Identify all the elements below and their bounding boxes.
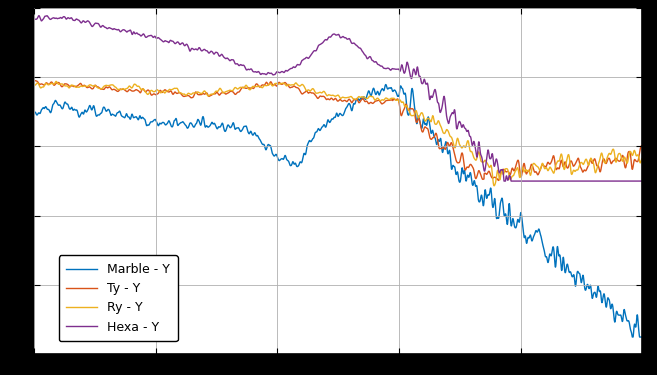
- Hexa - Y: [101, 25, 108, 30]
- Marble - Y: [290, 162, 298, 166]
- Ry - Y: [561, 164, 569, 169]
- Line: Ry - Y: Ry - Y: [35, 81, 643, 186]
- Marble - Y: [628, 335, 636, 339]
- Marble - Y: [32, 110, 39, 115]
- Marble - Y: [561, 270, 569, 275]
- Ry - Y: [639, 156, 646, 160]
- Hexa - Y: [137, 34, 145, 38]
- Ry - Y: [53, 79, 60, 84]
- Marble - Y: [264, 142, 272, 147]
- Ty - Y: [137, 90, 145, 95]
- Ty - Y: [101, 87, 108, 91]
- Hexa - Y: [32, 17, 39, 21]
- Ry - Y: [101, 84, 108, 88]
- Marble - Y: [382, 82, 390, 87]
- Hexa - Y: [290, 65, 298, 70]
- Ry - Y: [290, 82, 298, 86]
- Ry - Y: [264, 83, 272, 87]
- Ty - Y: [495, 178, 503, 183]
- Line: Hexa - Y: Hexa - Y: [35, 16, 643, 181]
- Ty - Y: [290, 84, 298, 88]
- Ty - Y: [264, 82, 272, 87]
- Legend: Marble - Y, Ty - Y, Ry - Y, Hexa - Y: Marble - Y, Ty - Y, Ry - Y, Hexa - Y: [58, 255, 178, 341]
- Line: Ty - Y: Ty - Y: [35, 81, 643, 180]
- Ty - Y: [561, 160, 569, 164]
- Hexa - Y: [264, 70, 272, 75]
- Marble - Y: [639, 335, 646, 339]
- Ry - Y: [32, 82, 39, 87]
- Line: Marble - Y: Marble - Y: [35, 84, 643, 337]
- Ry - Y: [627, 150, 635, 154]
- Hexa - Y: [561, 179, 569, 183]
- Ty - Y: [627, 153, 635, 157]
- Hexa - Y: [43, 13, 51, 18]
- Ry - Y: [137, 87, 145, 92]
- Ry - Y: [490, 183, 498, 188]
- Hexa - Y: [500, 179, 508, 183]
- Marble - Y: [101, 105, 108, 110]
- Marble - Y: [627, 327, 635, 332]
- Ty - Y: [32, 78, 39, 83]
- Hexa - Y: [627, 179, 635, 183]
- Marble - Y: [137, 115, 145, 119]
- Ty - Y: [639, 143, 646, 148]
- Hexa - Y: [639, 179, 646, 183]
